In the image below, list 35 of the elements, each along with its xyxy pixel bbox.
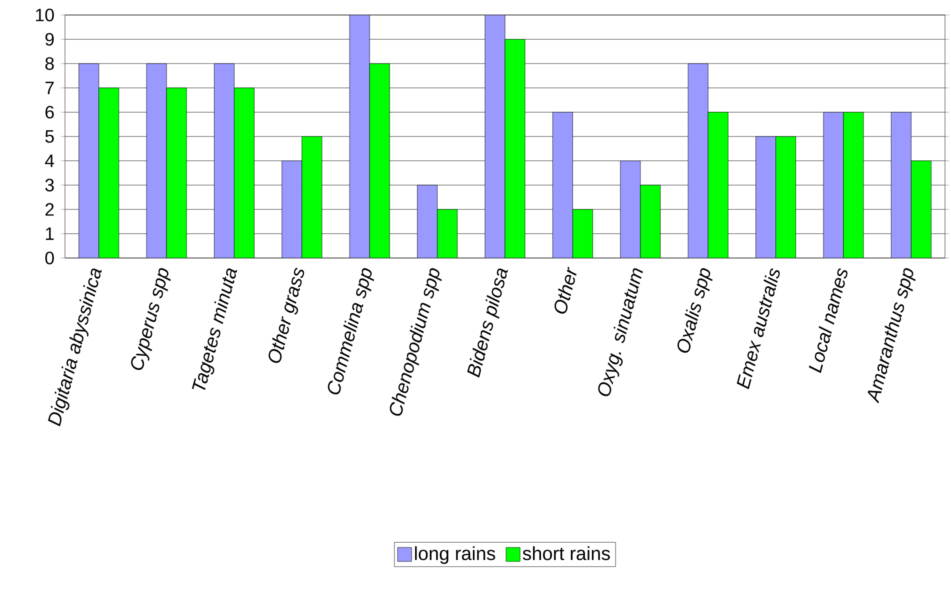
y-tick-label: 5 [45,130,54,143]
bar [504,39,526,258]
bar [843,112,864,258]
bar [910,160,932,258]
bar [640,184,661,258]
y-tick-label: 1 [46,228,54,240]
bar [708,112,728,258]
y-tick-label: 8 [45,57,54,70]
y-tick-label: 9 [45,32,54,46]
bar [234,88,254,258]
y-tick-label: 2 [46,203,54,216]
x-tick-label: Other grass [268,268,304,363]
x-tick-label: Oxalis spp [678,268,713,353]
bar [572,209,593,258]
x-tick-label: Bidens pilosa [467,268,508,378]
bar [98,88,120,258]
y-tick-label: 10 [36,8,54,22]
x-tick-label: Local names [808,268,848,374]
x-tick-label: Oxyg. sinuatum [598,268,643,396]
y-tick-label: 6 [46,106,54,119]
bar [302,136,322,258]
x-tick-label: Other [554,266,577,314]
bar [437,209,458,258]
legend-label: long rains [415,546,496,564]
x-tick-label: Cyperus spp [131,268,171,370]
y-tick-label: 7 [46,82,54,94]
y-tick-label: 4 [45,154,54,167]
x-tick-label: Emex australis [736,268,780,390]
bar [369,63,390,258]
bar [166,88,187,258]
y-tick-label: 0 [45,252,54,264]
bar [776,136,796,258]
y-tick-label: 3 [45,178,54,192]
x-tick-label: Tagetes minuta [192,268,238,390]
legend-label: short rains [522,546,610,560]
